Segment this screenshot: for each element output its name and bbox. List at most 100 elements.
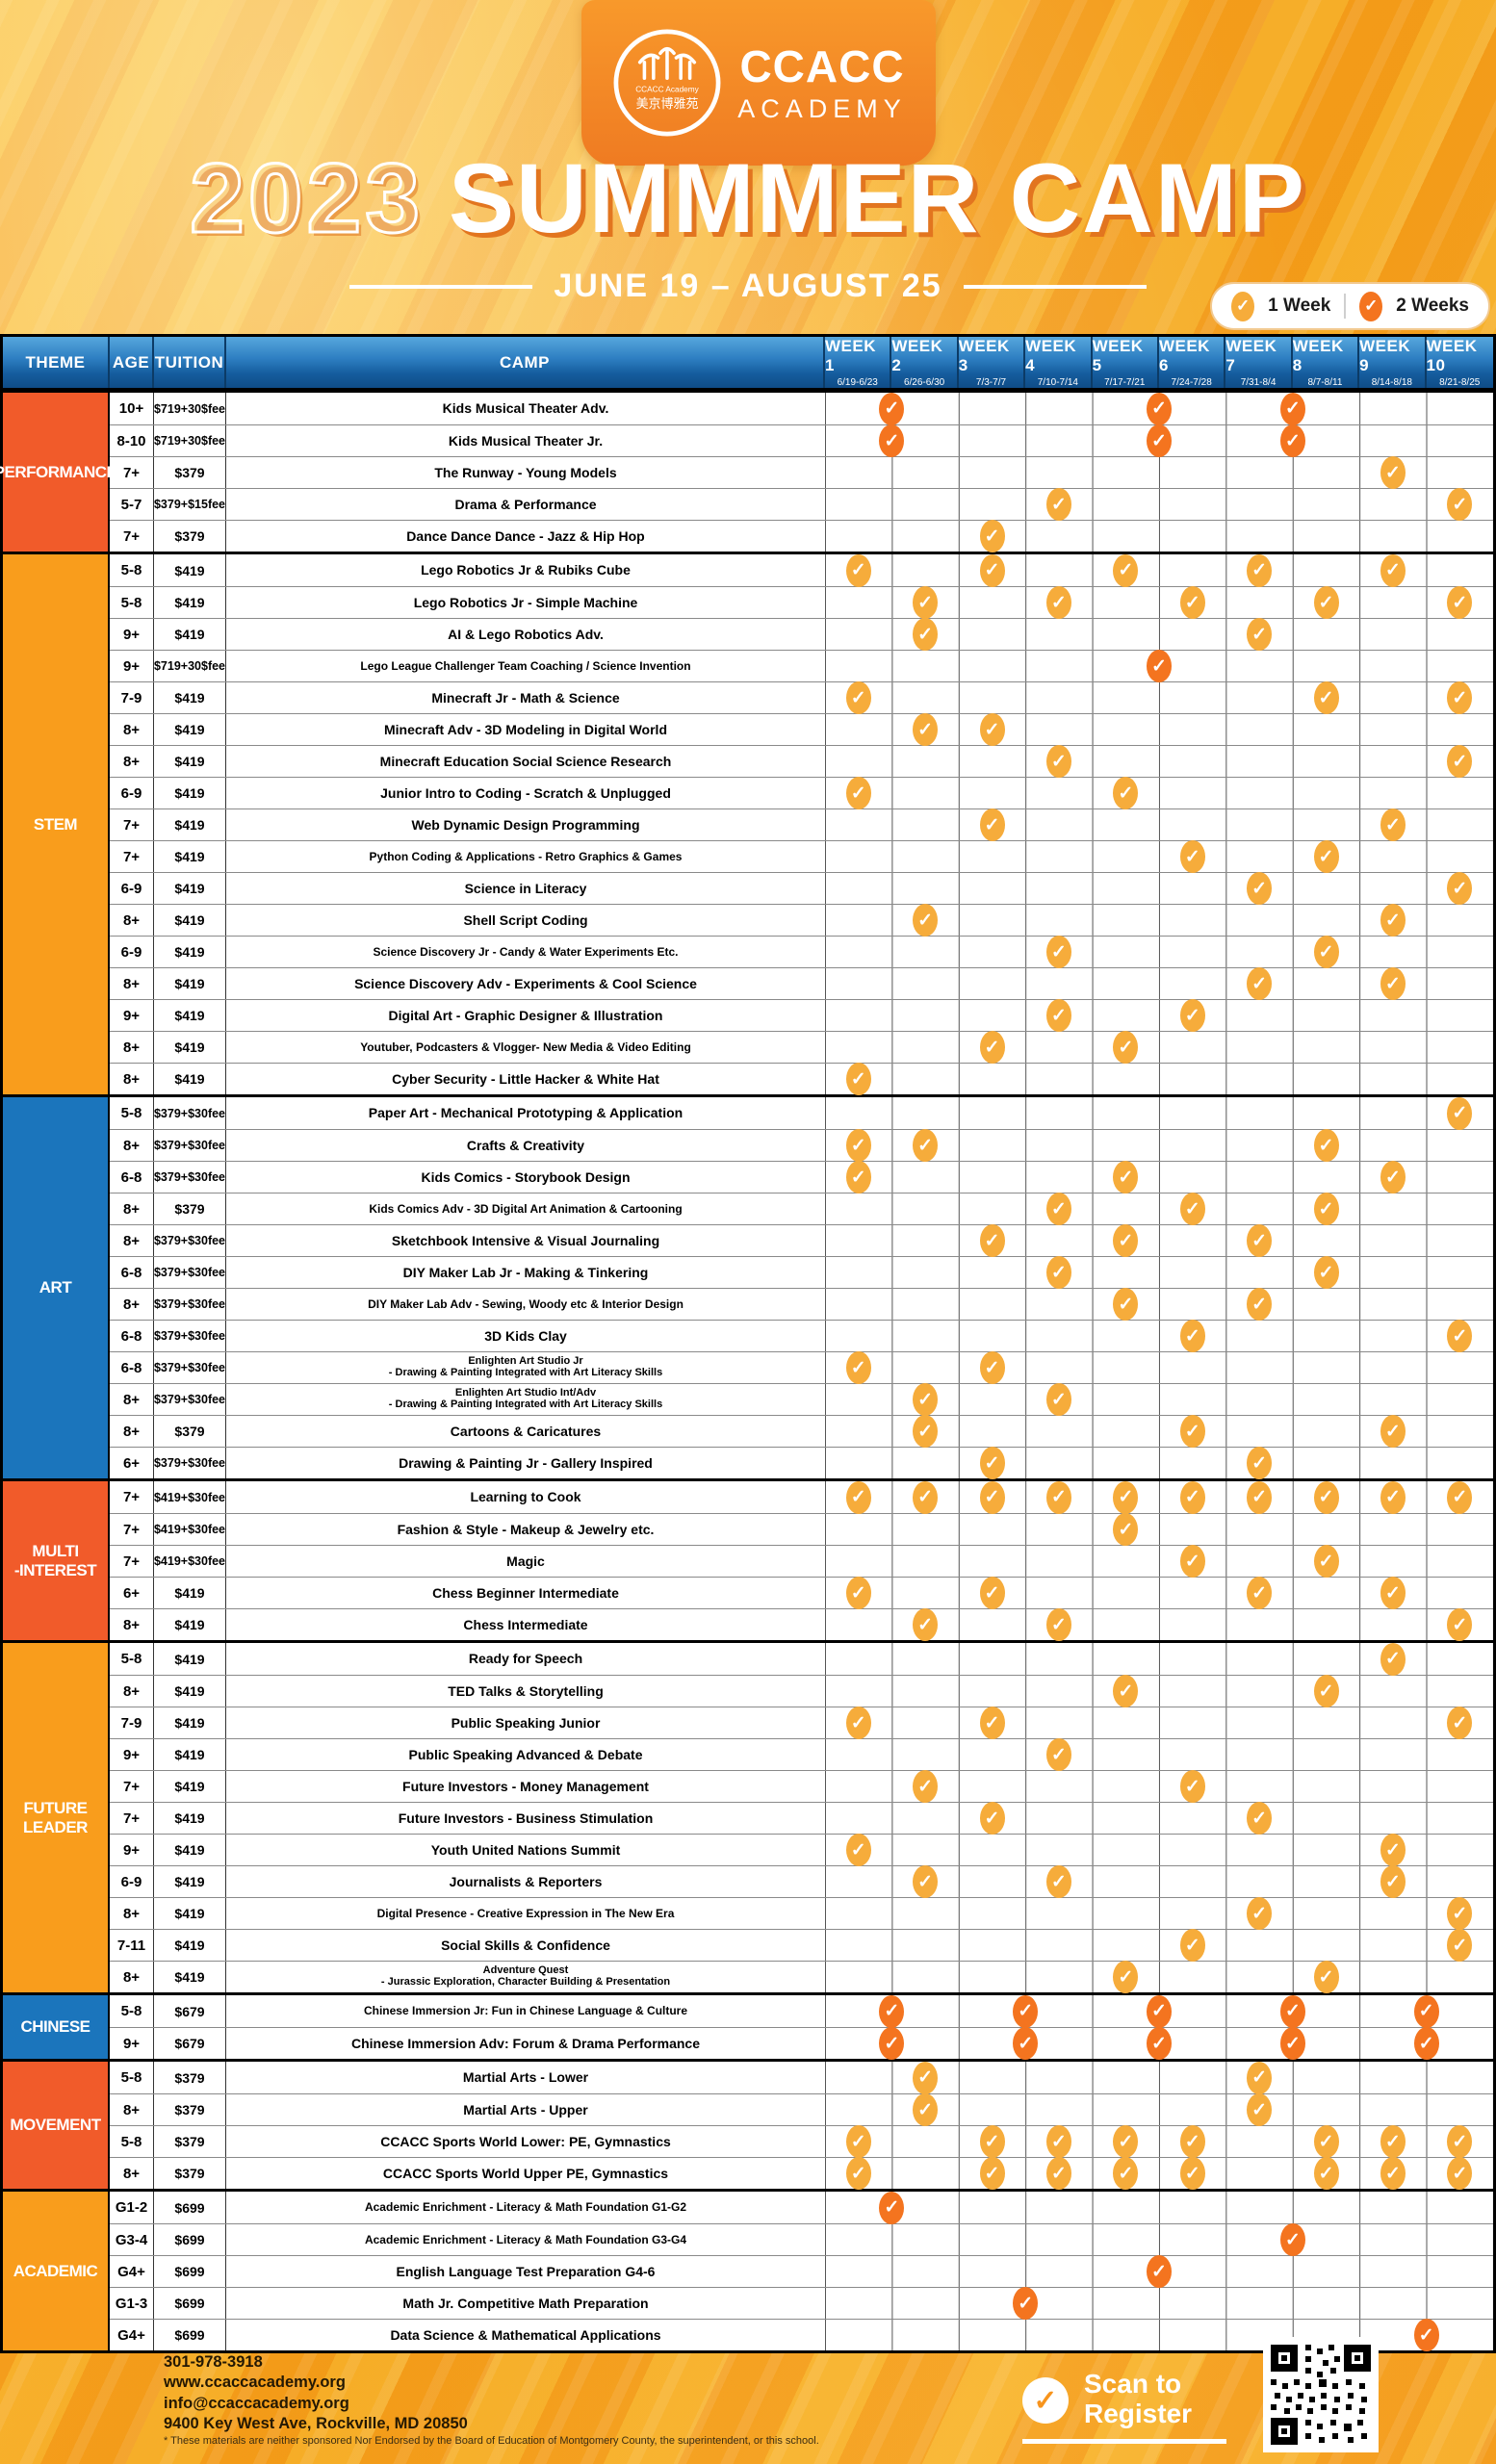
tuition-cell: $379+$30fee xyxy=(154,1289,226,1320)
week-dates: 8/21-8/25 xyxy=(1439,377,1481,388)
tuition-cell: $379+$15fee xyxy=(154,489,226,520)
week-grid: ✓ xyxy=(825,456,1493,489)
week-grid: ✓ ✓ xyxy=(825,967,1493,1000)
age-cell: 5-8 xyxy=(110,2126,154,2157)
camp-name-cell: Enlighten Art Studio Jr - Drawing & Paint… xyxy=(226,1352,825,1383)
tuition-cell: $679 xyxy=(154,1995,226,2027)
week-grid: ✓ xyxy=(825,1513,1493,1546)
camp-name-cell: Data Science & Mathematical Applications xyxy=(226,2320,825,2350)
week-grid: ✓ ✓ xyxy=(825,1545,1493,1578)
week-grid: ✓ ✓ xyxy=(825,936,1493,968)
age-cell: 5-8 xyxy=(110,554,154,586)
camp-name-line: Web Dynamic Design Programming xyxy=(411,816,640,833)
camp-row: 5-8 $419 Ready for Speech ✓ xyxy=(110,1642,1493,1676)
week-grid: ✓ ✓ ✓ xyxy=(825,1707,1493,1739)
camp-name-line: Math Jr. Competitive Math Preparation xyxy=(402,2295,649,2311)
age-cell: 8+ xyxy=(110,1064,154,1094)
theme-header: THEME xyxy=(3,337,110,388)
week-grid: ✓ xyxy=(825,2287,1493,2320)
camp-row: 5-8 $379 Martial Arts - Lower ✓ ✓ xyxy=(110,2061,1493,2094)
week-grid: ✓ xyxy=(825,650,1493,682)
theme-section: MULTI -INTEREST 7+ $419+$30fee Learning to … xyxy=(3,1478,1493,1641)
one-week-check-icon: ✓ xyxy=(1380,456,1406,489)
logo-card: CCACC Academy 美京博雅苑 CCACC ACADEMY xyxy=(581,0,936,166)
week-grid: ✓ ✓ xyxy=(825,1447,1493,1479)
week-2-header: WEEK 2 6/26-6/30 xyxy=(891,337,959,388)
one-week-check-icon: ✓ xyxy=(1247,1288,1273,1321)
one-week-check-icon: ✓ xyxy=(1179,1193,1205,1225)
camp-name-line: Drama & Performance xyxy=(454,496,597,512)
week-dates: 7/17-7/21 xyxy=(1104,377,1146,388)
one-week-check-icon: ✓ xyxy=(1247,1224,1273,1257)
camp-name-line: Chinese Immersion Jr: Fun in Chinese Lan… xyxy=(363,2004,688,2018)
camp-row: 8+ $419 Minecraft Adv - 3D Modeling in Dig… xyxy=(110,713,1493,746)
camp-row: 8-10 $719+30$fee Kids Musical Theater Jr. ✓… xyxy=(110,424,1493,457)
tuition-cell: $379 xyxy=(154,1416,226,1447)
tuition-header: TUITION xyxy=(154,337,226,388)
one-week-check-icon: ✓ xyxy=(845,1351,871,1384)
one-week-check-icon: ✓ xyxy=(1045,999,1071,1032)
two-week-check-icon: ✓ xyxy=(1013,2287,1039,2320)
camp-name-cell: Math Jr. Competitive Math Preparation xyxy=(226,2288,825,2319)
one-week-check-icon: ✓ xyxy=(1447,586,1473,619)
week-grid: ✓ ✓ xyxy=(825,1351,1493,1384)
two-week-check-icon: ✓ xyxy=(879,2027,905,2060)
one-week-check-icon: ✓ xyxy=(1313,1256,1339,1289)
week-grid: ✓ ✓ xyxy=(825,1834,1493,1866)
week-grid: ✓ ✓ ✓ xyxy=(825,424,1493,457)
one-week-check-icon: ✓ xyxy=(979,1351,1005,1384)
tuition-cell: $419 xyxy=(154,1064,226,1094)
camp-name-cell: Social Skills & Confidence xyxy=(226,1930,825,1961)
camp-row: 8+ $379 Kids Comics Adv - 3D Digital Art A… xyxy=(110,1193,1493,1225)
camp-row: 7-9 $419 Minecraft Jr - Math & Science ✓ ✓ ✓ xyxy=(110,681,1493,714)
week-grid: ✓ ✓ xyxy=(825,618,1493,651)
tuition-cell: $379+$30fee xyxy=(154,1384,226,1415)
week-10-header: WEEK 10 8/21-8/25 xyxy=(1427,337,1493,388)
one-week-check-icon: ✓ xyxy=(845,681,871,714)
age-cell: 9+ xyxy=(110,1835,154,1865)
camp-name-cell: Kids Musical Theater Adv. xyxy=(226,393,825,424)
week-3-header: WEEK 3 7/3-7/7 xyxy=(958,337,1026,388)
two-week-check-icon: ✓ xyxy=(1279,2223,1305,2256)
week-label: WEEK 3 xyxy=(958,337,1010,374)
age-cell: 7+ xyxy=(110,521,154,552)
one-week-check-icon: ✓ xyxy=(1380,967,1406,1000)
camp-row: 8+ $379 Cartoons & Caricatures ✓ ✓ ✓ xyxy=(110,1415,1493,1448)
age-cell: 7+ xyxy=(110,1514,154,1545)
two-week-check-icon: ✓ xyxy=(1279,392,1305,425)
hero-year: 2023 xyxy=(189,142,424,255)
camp-name-cell: Digital Presence - Creative Expression i… xyxy=(226,1898,825,1929)
age-cell: 7+ xyxy=(110,809,154,840)
one-week-check-icon: ✓ xyxy=(913,1480,939,1514)
one-week-check-icon: ✓ xyxy=(913,713,939,746)
age-cell: 8+ xyxy=(110,1032,154,1063)
camp-name-line: Sketchbook Intensive & Visual Journaling xyxy=(391,1232,660,1248)
hero-title-text: SUMMMER CAMP xyxy=(448,143,1306,253)
camp-name-line: Chinese Immersion Adv: Forum & Drama Per… xyxy=(350,2035,701,2051)
tuition-cell: $379+$30fee xyxy=(154,1162,226,1193)
age-cell: 6+ xyxy=(110,1578,154,1608)
tuition-cell: $419 xyxy=(154,1962,226,1992)
theme-section: MOVEMENT 5-8 $379 Martial Arts - Lower ✓ ✓ 8+ $… xyxy=(3,2059,1493,2190)
age-cell: 8+ xyxy=(110,1289,154,1320)
age-cell: 6-8 xyxy=(110,1162,154,1193)
date-range-text: JUNE 19 – AUGUST 25 xyxy=(554,268,942,304)
week-grid: ✓ ✓ ✓ xyxy=(825,681,1493,714)
two-week-check-icon: ✓ xyxy=(1279,1994,1305,2028)
tuition-cell: $419+$30fee xyxy=(154,1546,226,1577)
one-week-check-icon: ✓ xyxy=(1179,586,1205,619)
age-cell: 9+ xyxy=(110,619,154,650)
camp-name-cell: Fashion & Style - Makeup & Jewelry etc. xyxy=(226,1514,825,1545)
camp-name-cell: Youtuber, Podcasters & Vlogger- New Medi… xyxy=(226,1032,825,1063)
tuition-cell: $699 xyxy=(154,2288,226,2319)
section-rows: 5-8 $419 Lego Robotics Jr & Rubiks Cube ✓ ✓ ✓… xyxy=(110,553,1493,1095)
week-dates: 7/10-7/14 xyxy=(1037,377,1078,388)
two-week-check-icon: ✓ xyxy=(879,392,905,425)
one-week-check-icon: ✓ xyxy=(1380,1865,1406,1898)
one-week-check-icon: ✓ xyxy=(979,1480,1005,1514)
week-grid: ✓ ✓ ✓ xyxy=(825,1193,1493,1225)
camp-name-line: Science in Literacy xyxy=(464,880,587,896)
tuition-cell: $419 xyxy=(154,968,226,999)
tuition-cell: $419 xyxy=(154,682,226,713)
camp-name-cell: Academic Enrichment - Literacy & Math Fo… xyxy=(226,2224,825,2255)
